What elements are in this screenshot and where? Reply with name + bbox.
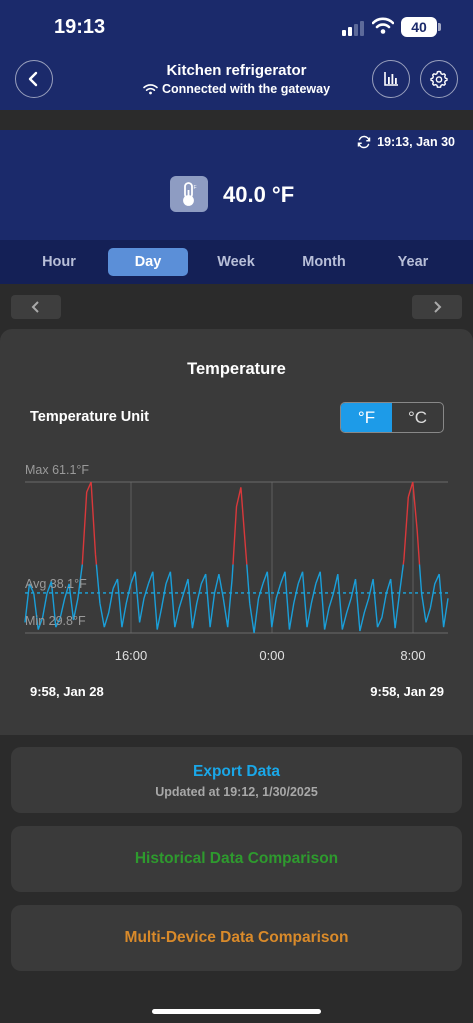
range-end: 9:58, Jan 29 [370, 684, 444, 699]
status-time: 19:13 [54, 16, 106, 38]
x-tick-label-1: 0:00 [259, 648, 284, 663]
export-data-label: Export Data [193, 763, 280, 780]
range-start: 9:58, Jan 28 [30, 684, 104, 699]
period-tabs: Hour Day Week Month Year [0, 240, 473, 284]
gear-icon [430, 70, 448, 88]
cellular-signal-icon [342, 20, 368, 36]
historical-comparison-label: Historical Data Comparison [134, 850, 339, 867]
wifi-icon [372, 17, 394, 34]
unit-celsius-option[interactable]: °C [407, 408, 428, 427]
reference-label-1: Avg 38.1°F [25, 577, 87, 591]
multi-device-comparison-label: Multi-Device Data Comparison [124, 929, 349, 946]
temperature-chart: Max 61.1°F Avg 38.1°F Min 29.8°F 16:00 0:00 8… [24, 463, 449, 663]
last-update: 19:13, Jan 30 [357, 135, 455, 149]
battery-indicator: 40 [401, 17, 441, 37]
tab-week[interactable]: Week [217, 254, 255, 270]
x-tick-label-0: 16:00 [115, 648, 148, 663]
temperature-card: Temperature Temperature Unit °F °C Max 6… [0, 329, 473, 735]
export-updated-text: Updated at 19:12, 1/30/2025 [155, 785, 318, 799]
multi-device-comparison-button[interactable]: Multi-Device Data Comparison [11, 905, 462, 971]
chart-button[interactable] [372, 60, 410, 98]
chevron-right-icon [434, 301, 442, 313]
connection-status: Connected with the gateway [0, 82, 473, 96]
chevron-left-icon [28, 71, 38, 87]
export-data-button[interactable]: Export Data Updated at 19:12, 1/30/2025 [11, 747, 462, 813]
temperature-alarm-line [81, 481, 421, 565]
divider [0, 110, 473, 130]
previous-period-button[interactable] [11, 295, 61, 319]
connection-text: Connected with the gateway [161, 82, 331, 96]
temperature-value: 40.0 °F [223, 182, 295, 207]
bar-chart-icon [384, 72, 398, 86]
unit-label: Temperature Unit [30, 409, 149, 425]
reference-label-2: Min 29.8°F [25, 614, 86, 628]
current-reading-panel: 19:13, Jan 30 F 40.0 °F [0, 130, 473, 240]
chevron-left-icon [31, 301, 39, 313]
refresh-icon [357, 135, 371, 149]
wifi-icon [143, 84, 158, 95]
device-title: Kitchen refrigerator [166, 62, 307, 79]
historical-comparison-button[interactable]: Historical Data Comparison [11, 826, 462, 892]
temperature-series-line [24, 564, 449, 634]
tab-day[interactable]: Day [108, 248, 188, 276]
unit-toggle: °F °C [340, 402, 444, 433]
home-indicator [152, 1009, 321, 1014]
reference-label-0: Max 61.1°F [25, 463, 89, 477]
settings-button[interactable] [420, 60, 458, 98]
tab-hour[interactable]: Hour [42, 254, 76, 270]
thermometer-icon: F [170, 176, 208, 212]
card-title: Temperature [187, 360, 286, 378]
back-button[interactable] [15, 60, 53, 98]
unit-fahrenheit-option[interactable]: °F [341, 403, 392, 432]
x-tick-label-2: 8:00 [400, 648, 425, 663]
svg-text:F: F [194, 185, 197, 191]
last-update-time: 19:13, Jan 30 [377, 135, 455, 149]
next-period-button[interactable] [412, 295, 462, 319]
nav-bar: Kitchen refrigerator Connected with the … [0, 56, 473, 110]
tab-year[interactable]: Year [397, 254, 429, 270]
tab-month[interactable]: Month [302, 254, 346, 270]
status-bar: 19:13 40 [0, 0, 473, 56]
